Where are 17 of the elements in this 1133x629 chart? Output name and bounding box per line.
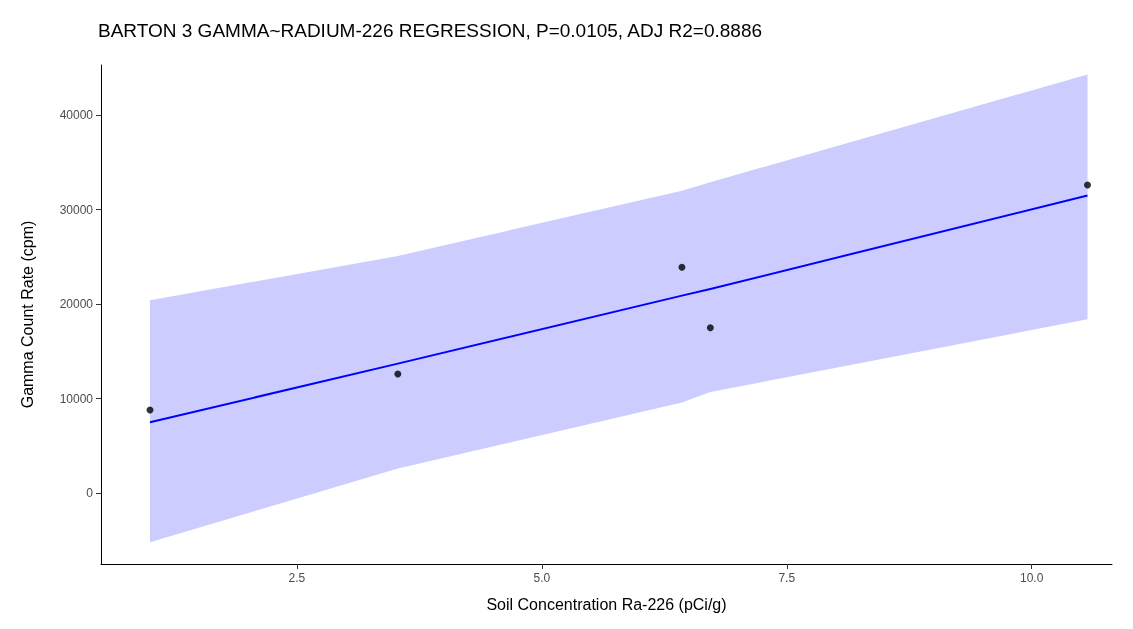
y-tick-label: 20000 (59, 297, 94, 312)
y-axis-title: Gamma Count Rate (cpm) (18, 220, 36, 409)
chart-title: BARTON 3 GAMMA~RADIUM-226 REGRESSION, P=0.0105, ADJ R2=0.8886 (98, 20, 763, 41)
x-tick-label: 5.0 (533, 571, 551, 585)
x-axis-title: Soil Concentration Ra-226 (pCi/g) (486, 595, 727, 613)
point (678, 263, 686, 271)
y-tick-label: 0 (86, 486, 94, 501)
point (706, 324, 714, 332)
x-tick-label: 2.5 (288, 571, 306, 585)
point (394, 370, 402, 378)
x-tick-label: 7.5 (778, 571, 796, 585)
line-series (148, 194, 1089, 424)
y-tick-label: 40000 (59, 108, 94, 123)
y-tick-label: 10000 (59, 391, 94, 406)
point (1084, 181, 1092, 189)
y-tick-label: 30000 (59, 202, 94, 217)
x-tick-label: 10.0 (1019, 571, 1044, 585)
